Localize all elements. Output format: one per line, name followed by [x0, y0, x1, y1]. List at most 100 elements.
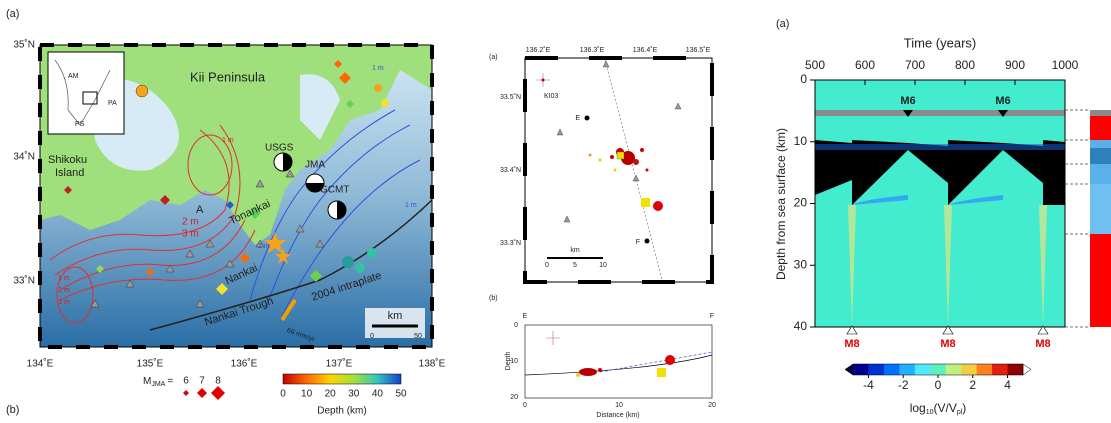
scale-unit: km	[570, 247, 580, 254]
place-label: Kii Peninsula	[190, 69, 266, 84]
solution-label: GCMT	[320, 185, 349, 196]
section-end-label: E	[523, 313, 528, 320]
panel-label: (a)	[776, 18, 789, 30]
solution-label: JMA	[305, 160, 325, 171]
x-tick-label: 1000	[1052, 58, 1079, 72]
scale-tick: 50	[414, 333, 422, 340]
y-tick-label: 30	[794, 257, 808, 271]
point-label: E	[575, 115, 580, 122]
colorbar-tick-label: 4	[1004, 378, 1011, 392]
lon-label: 136˚E	[231, 358, 258, 370]
lon-label: 134˚E	[27, 358, 54, 370]
contour-label: 2 m	[182, 217, 199, 228]
section-y-tick: 0	[514, 322, 518, 329]
y-tick-label: 0	[800, 72, 807, 86]
mag-legend-value: 7	[199, 376, 205, 387]
contour-label: 1 m	[222, 137, 234, 144]
place-label: A	[196, 204, 204, 216]
colorbar-tick-label: 20	[325, 389, 337, 400]
colorbar-title: Depth (km)	[317, 406, 366, 417]
contour-label: 1 m	[405, 202, 417, 209]
event-label: M6	[995, 95, 1010, 107]
contour-label: 1 m	[372, 65, 384, 72]
lat-label: 34˚N	[13, 151, 35, 163]
lat-label: 35˚N	[13, 39, 35, 51]
colorbar-segment	[961, 364, 977, 375]
solution-label: USGS	[265, 143, 294, 154]
y-tick-label: 40	[794, 319, 808, 333]
colorbar-end	[845, 364, 853, 375]
scale-tick: 0	[370, 333, 374, 340]
y-tick-label: 20	[794, 196, 808, 210]
colorbar-segment	[992, 364, 1008, 375]
colorbar-tick-label: -2	[898, 378, 909, 392]
detail-map	[525, 58, 712, 282]
lat-label: 33˚N	[13, 275, 35, 287]
colorbar-tick-label: 40	[372, 389, 384, 400]
colorbar-segment	[853, 364, 869, 375]
figure: (a) (b)	[0, 0, 1111, 423]
event-label: M6	[900, 95, 915, 107]
colorbar-tick-label: 2	[969, 378, 976, 392]
scale-tick: 10	[599, 262, 607, 269]
y-tick-label: 10	[794, 134, 808, 148]
x-tick-label: 900	[1005, 58, 1025, 72]
depth-colorbar	[283, 374, 401, 384]
section-y-tick: 20	[510, 394, 518, 401]
lat-label: 33.4˚N	[500, 166, 521, 174]
section-y-label: Depth	[505, 352, 512, 371]
panel-label: (a)	[489, 54, 498, 61]
lat-label: 33.5˚N	[500, 93, 521, 101]
event-label: M8	[940, 338, 955, 350]
section-x-label: Distance (km)	[596, 412, 639, 419]
lon-label: 136.4˚E	[633, 46, 658, 54]
lat-label: 33.3˚N	[500, 239, 521, 247]
colorbar-tick-label: 0	[280, 389, 286, 400]
contour-label: 3 m	[58, 299, 70, 306]
lon-label: 138˚E	[419, 358, 446, 370]
colorbar-segment	[899, 364, 915, 375]
colorbar-segment	[915, 364, 931, 375]
mag-legend-symbol	[211, 386, 225, 400]
inset-label: PA	[108, 100, 117, 107]
inset-label: AM	[68, 73, 79, 80]
depth-strip	[1065, 110, 1111, 327]
x-tick-label: 500	[805, 58, 825, 72]
mag-legend-symbol	[197, 388, 207, 398]
x-tick-label: 700	[905, 58, 925, 72]
scale-tick: 0	[545, 262, 549, 269]
colorbar-title: log10(V/Vpl)	[910, 401, 967, 416]
colorbar-tick-label: 50	[395, 389, 407, 400]
section-x-tick: 20	[708, 402, 716, 409]
contour-label: 1 m	[58, 275, 70, 282]
detail-panel: (a) (b) KI03 E F km 0 5 10 136.2˚E 136.3…	[489, 46, 716, 419]
inset-map	[48, 52, 124, 134]
lon-label: 135˚E	[137, 358, 164, 370]
colorbar-segment	[946, 364, 962, 375]
depth-ticks: 0 10 20 30 40 50	[280, 389, 407, 400]
colorbar-segment	[868, 364, 884, 375]
place-label: Island	[55, 167, 84, 179]
contour-label: 2 m	[258, 243, 270, 250]
colorbar-end	[1023, 364, 1031, 375]
colorbar-tick-label: 0	[935, 378, 942, 392]
scale-unit: km	[388, 310, 403, 322]
scale-tick: 5	[573, 262, 577, 269]
panel-label: (b)	[6, 404, 19, 416]
x-tick-label: 800	[955, 58, 975, 72]
event-label: M8	[1035, 338, 1050, 350]
colorbar-tick-label: 30	[348, 389, 360, 400]
point-label: F	[636, 239, 640, 246]
place-label: Shikoku	[48, 154, 87, 166]
panel-label: (a)	[6, 8, 19, 20]
lon-label: 136.2˚E	[526, 46, 551, 54]
colorbar-segment	[930, 364, 946, 375]
x-tick-label: 600	[855, 58, 875, 72]
colorbar-tick-label: 10	[301, 389, 313, 400]
station-label: KI03	[544, 93, 559, 100]
mag-legend-value: 6	[183, 376, 189, 387]
section-x-tick: 10	[615, 402, 623, 409]
surface-layer	[815, 110, 1065, 116]
lon-label: 137˚E	[326, 358, 353, 370]
lon-label: 136.5˚E	[686, 46, 711, 54]
